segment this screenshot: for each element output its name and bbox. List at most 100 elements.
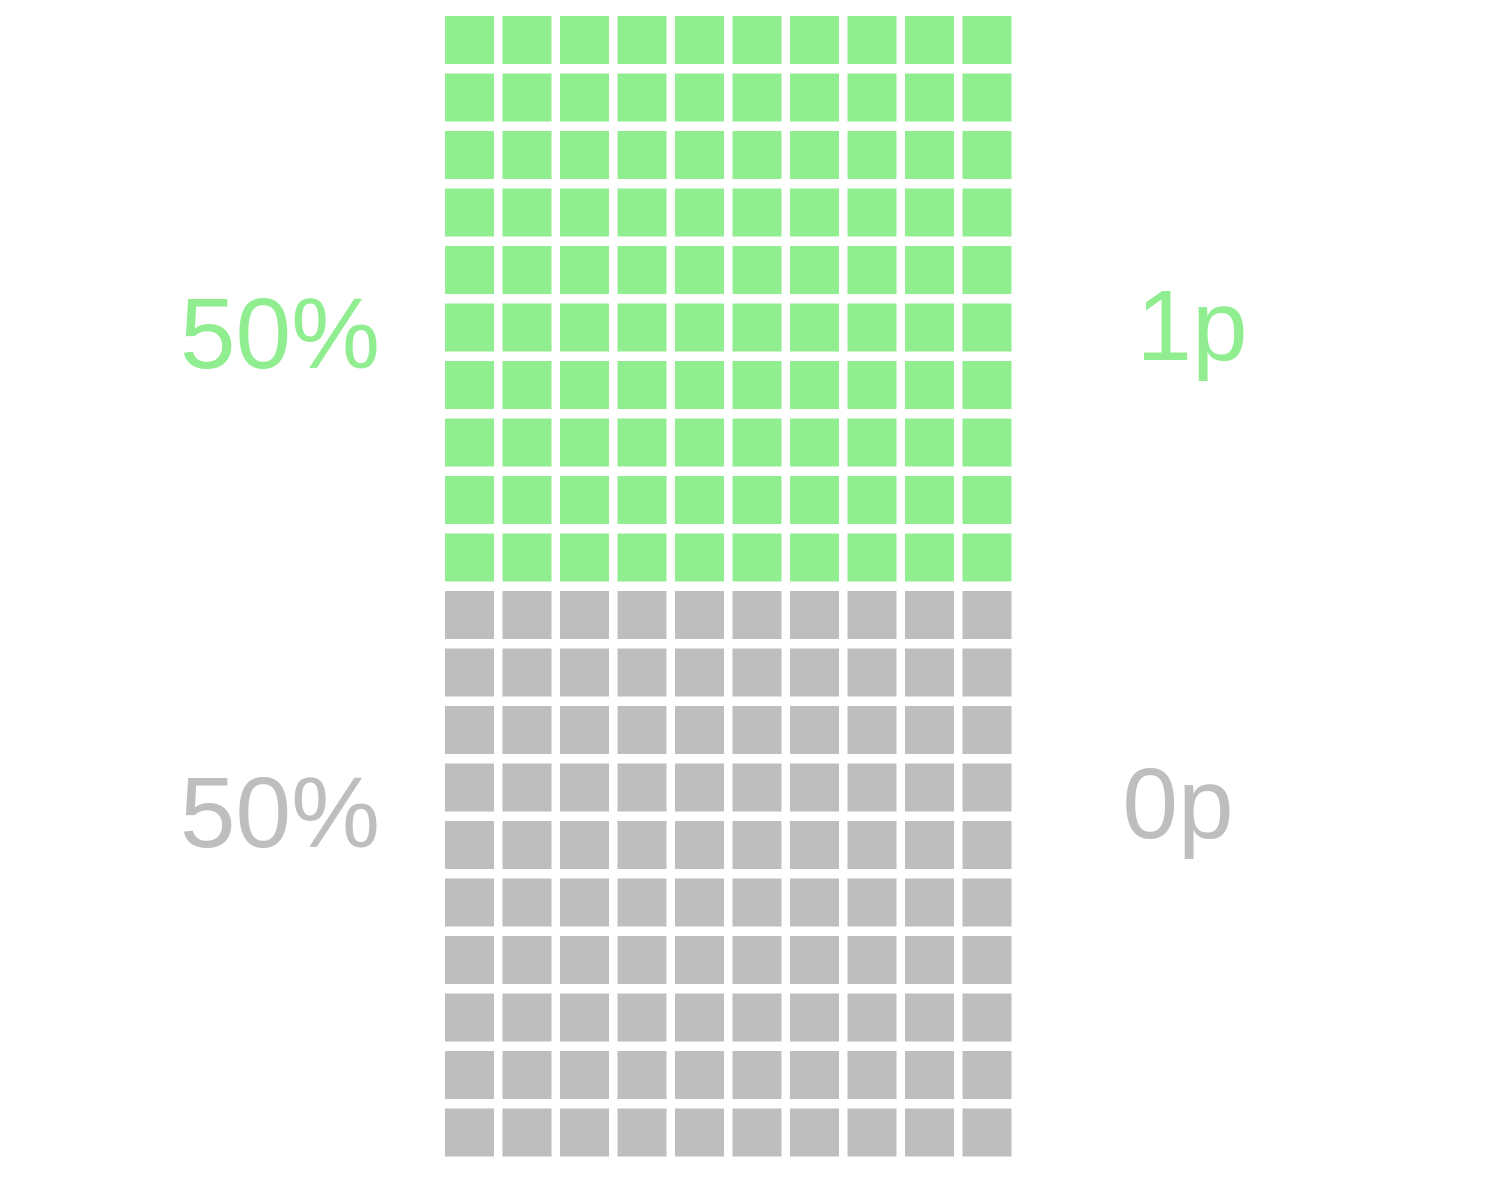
waffle-cell-1p	[847, 188, 897, 237]
waffle-cell-0p	[732, 648, 782, 697]
waffle-cell-1p	[905, 303, 954, 352]
waffle-cell-0p	[445, 878, 494, 927]
waffle-cell-1p	[502, 476, 552, 524]
waffle-cell-0p	[445, 648, 494, 697]
waffle-cell-0p	[617, 763, 667, 812]
waffle-cell-1p	[675, 303, 724, 352]
waffle-cell-0p	[560, 648, 609, 697]
waffle-cell-1p	[847, 476, 897, 524]
waffle-cell-1p	[675, 476, 724, 524]
waffle-cell-0p	[732, 1108, 782, 1157]
waffle-cell-0p	[905, 936, 954, 984]
waffle-cell-1p	[790, 418, 839, 467]
waffle-cell-0p	[445, 936, 494, 984]
waffle-cell-1p	[560, 533, 609, 582]
waffle-cell-0p	[445, 821, 494, 869]
waffle-cell-1p	[847, 418, 897, 467]
waffle-cell-1p	[502, 16, 552, 64]
waffle-cell-1p	[732, 303, 782, 352]
waffle-cell-1p	[502, 188, 552, 237]
waffle-cell-0p	[962, 1051, 1012, 1099]
waffle-cell-0p	[502, 1108, 552, 1157]
waffle-cell-1p	[445, 188, 494, 237]
waffle-cell-0p	[847, 706, 897, 754]
waffle-cell-1p	[905, 418, 954, 467]
waffle-cell-0p	[675, 1108, 724, 1157]
waffle-cell-0p	[502, 763, 552, 812]
waffle-cell-0p	[732, 821, 782, 869]
waffle-cell-0p	[847, 648, 897, 697]
percent-label-1p: 50%	[180, 278, 380, 390]
waffle-cell-1p	[560, 73, 609, 122]
waffle-cell-1p	[847, 303, 897, 352]
waffle-cell-0p	[790, 648, 839, 697]
waffle-cell-0p	[617, 591, 667, 639]
waffle-cell-0p	[847, 1051, 897, 1099]
waffle-cell-1p	[905, 73, 954, 122]
waffle-cell-0p	[445, 763, 494, 812]
waffle-cell-1p	[617, 131, 667, 179]
waffle-cell-0p	[560, 1108, 609, 1157]
waffle-cell-0p	[962, 591, 1012, 639]
waffle-cell-0p	[905, 763, 954, 812]
waffle-cell-0p	[560, 878, 609, 927]
waffle-cell-0p	[445, 1051, 494, 1099]
waffle-cell-0p	[732, 993, 782, 1042]
waffle-cell-0p	[790, 1051, 839, 1099]
waffle-cell-1p	[847, 246, 897, 294]
waffle-cell-1p	[445, 476, 494, 524]
waffle-cell-1p	[962, 533, 1012, 582]
waffle-cell-1p	[617, 188, 667, 237]
waffle-cell-1p	[732, 418, 782, 467]
waffle-cell-0p	[905, 648, 954, 697]
waffle-cell-1p	[560, 131, 609, 179]
waffle-cell-0p	[502, 821, 552, 869]
waffle-cell-0p	[790, 1108, 839, 1157]
waffle-cell-1p	[445, 361, 494, 409]
waffle-cell-0p	[617, 706, 667, 754]
waffle-cell-0p	[905, 591, 954, 639]
waffle-cell-1p	[847, 361, 897, 409]
waffle-cell-1p	[617, 73, 667, 122]
waffle-cell-1p	[732, 361, 782, 409]
waffle-cell-0p	[962, 821, 1012, 869]
waffle-cell-0p	[560, 1051, 609, 1099]
waffle-cell-0p	[502, 1051, 552, 1099]
waffle-cell-0p	[905, 706, 954, 754]
waffle-cell-1p	[732, 16, 782, 64]
waffle-cell-1p	[560, 476, 609, 524]
waffle-cell-1p	[962, 246, 1012, 294]
waffle-cell-1p	[617, 533, 667, 582]
waffle-cell-0p	[502, 706, 552, 754]
waffle-cell-1p	[905, 16, 954, 64]
waffle-cell-0p	[732, 878, 782, 927]
percent-label-0p: 50%	[180, 757, 380, 869]
waffle-cell-1p	[617, 361, 667, 409]
waffle-cell-1p	[905, 246, 954, 294]
waffle-cell-0p	[560, 821, 609, 869]
waffle-cell-0p	[962, 763, 1012, 812]
waffle-cell-1p	[445, 303, 494, 352]
waffle-cell-0p	[617, 648, 667, 697]
waffle-cell-1p	[962, 361, 1012, 409]
waffle-cell-0p	[617, 936, 667, 984]
waffle-cell-0p	[675, 763, 724, 812]
waffle-cell-0p	[617, 993, 667, 1042]
waffle-cell-1p	[905, 476, 954, 524]
waffle-cell-1p	[617, 418, 667, 467]
waffle-cell-1p	[905, 361, 954, 409]
waffle-cell-0p	[445, 1108, 494, 1157]
waffle-cell-1p	[675, 188, 724, 237]
waffle-cell-1p	[732, 188, 782, 237]
waffle-cells	[445, 16, 1012, 1157]
waffle-cell-1p	[962, 73, 1012, 122]
waffle-cell-1p	[445, 73, 494, 122]
waffle-cell-1p	[560, 16, 609, 64]
waffle-labels: 50% 1p 50% 0p	[180, 270, 1248, 869]
waffle-cell-1p	[502, 246, 552, 294]
waffle-cell-0p	[847, 936, 897, 984]
waffle-cell-1p	[617, 16, 667, 64]
waffle-cell-1p	[962, 418, 1012, 467]
waffle-cell-1p	[617, 476, 667, 524]
